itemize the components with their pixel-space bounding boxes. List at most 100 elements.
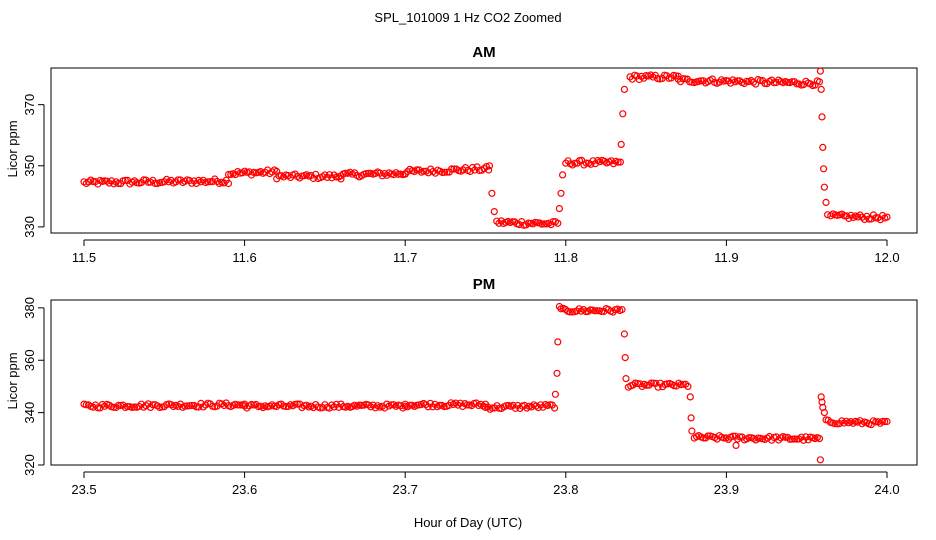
pm-data-point <box>293 400 301 408</box>
am-data-point <box>827 212 835 220</box>
pm-data-point <box>681 380 690 388</box>
pm-y-tick-label: 380 <box>22 297 37 319</box>
pm-panel-title: PM <box>473 276 496 293</box>
pm-data-point <box>188 401 196 410</box>
am-data-point <box>763 79 771 88</box>
pm-data-point <box>282 402 290 411</box>
pm-data-point <box>381 404 389 412</box>
pm-data-point <box>817 393 825 401</box>
pm-data-point <box>422 401 430 409</box>
pm-data-point <box>114 401 123 409</box>
am-data-point <box>459 166 467 174</box>
am-data-point <box>224 179 233 188</box>
pm-data-point <box>575 305 583 313</box>
am-y-axis: 330 350 370 <box>22 94 45 238</box>
am-y-tick-label: 330 <box>22 216 37 238</box>
am-x-tick-label: 11.9 <box>714 250 738 265</box>
pm-data-point <box>555 302 564 311</box>
am-panel: AM Licor ppm 11.5 11.6 11.7 11.8 11.9 12.0 33… <box>5 44 918 265</box>
am-data-point <box>614 158 622 166</box>
am-data-point <box>582 159 590 167</box>
pm-data-point <box>684 382 692 390</box>
pm-data-point <box>687 414 695 422</box>
am-data-point <box>865 215 873 223</box>
pm-data-point <box>784 433 792 441</box>
am-data-point <box>105 179 113 187</box>
am-data-point <box>554 219 562 227</box>
am-data-point <box>617 140 625 148</box>
pm-data-point <box>406 401 414 409</box>
am-data-point <box>557 189 565 197</box>
am-data-point <box>724 77 733 85</box>
am-data-point <box>415 166 423 174</box>
am-panel-title: AM <box>472 44 495 61</box>
am-x-axis: 11.5 11.6 11.7 11.8 11.9 12.0 <box>72 239 900 265</box>
pm-data-point <box>733 435 742 443</box>
pm-data-point <box>720 434 728 442</box>
am-data-point <box>626 73 634 81</box>
pm-data-point <box>135 402 143 411</box>
pm-data-point <box>732 441 740 449</box>
pm-data-point <box>236 401 244 409</box>
am-data-point <box>121 176 129 184</box>
am-x-tick-label: 12.0 <box>874 250 899 265</box>
am-data-point <box>540 220 548 228</box>
pm-data-point <box>618 306 626 314</box>
am-data-point <box>263 166 272 174</box>
pm-data-point <box>652 379 660 387</box>
am-data-point <box>485 166 493 174</box>
am-data-point <box>883 213 891 221</box>
am-data-points <box>80 67 891 229</box>
pm-data-point <box>622 375 630 383</box>
am-data-point <box>823 211 832 219</box>
am-data-point <box>123 176 132 184</box>
pm-data-point <box>491 404 499 412</box>
pm-data-point <box>243 404 251 412</box>
am-data-point <box>450 165 458 173</box>
pm-data-point <box>550 404 559 412</box>
am-y-axis-label: Licor ppm <box>5 120 20 177</box>
pm-data-point <box>774 436 783 444</box>
pm-data-point <box>484 403 492 411</box>
pm-x-tick-label: 24.0 <box>874 482 899 497</box>
pm-data-point <box>647 379 655 387</box>
pm-data-point <box>831 420 839 428</box>
am-x-tick-label: 11.5 <box>72 250 96 265</box>
am-data-point <box>394 170 402 178</box>
am-data-point <box>401 170 409 178</box>
am-data-point <box>151 179 159 187</box>
pm-y-axis: 320 340 360 380 <box>22 297 45 476</box>
am-data-point <box>160 178 168 186</box>
pm-data-point <box>765 432 774 441</box>
am-data-point <box>616 158 625 166</box>
pm-data-point <box>89 403 97 411</box>
pm-data-point <box>144 400 152 408</box>
pm-data-point <box>291 400 299 408</box>
pm-data-point <box>815 435 824 443</box>
am-y-tick-label: 350 <box>22 155 37 177</box>
pm-y-tick-label: 340 <box>22 402 37 424</box>
am-data-point <box>819 165 828 173</box>
am-plot-frame <box>50 67 918 234</box>
pm-data-point <box>110 403 118 411</box>
pm-data-point <box>181 402 189 410</box>
am-data-point <box>443 168 451 176</box>
am-data-point <box>817 85 825 94</box>
pm-data-point <box>702 434 710 442</box>
pm-data-point <box>781 433 790 441</box>
pm-data-point <box>387 401 395 409</box>
am-data-point <box>188 179 196 187</box>
am-y-tick-label: 370 <box>22 94 37 116</box>
am-data-point <box>679 75 687 83</box>
am-data-point <box>224 170 233 179</box>
am-data-point <box>856 211 864 219</box>
am-data-point <box>555 205 564 213</box>
pm-data-point <box>566 308 574 316</box>
am-data-point <box>204 178 212 186</box>
am-data-point <box>448 165 456 173</box>
am-data-point <box>473 163 481 171</box>
pm-data-point <box>620 330 629 338</box>
pm-data-point <box>688 427 696 435</box>
am-data-point <box>818 113 826 121</box>
